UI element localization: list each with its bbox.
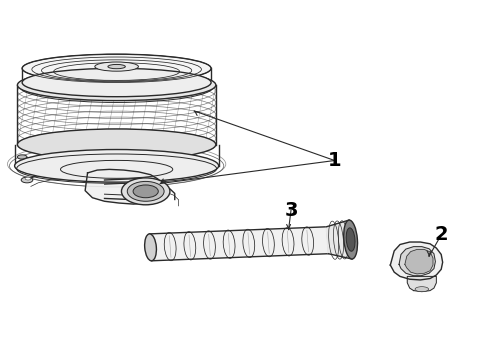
Polygon shape xyxy=(326,220,352,259)
Ellipse shape xyxy=(18,129,216,160)
Polygon shape xyxy=(149,227,328,261)
Ellipse shape xyxy=(343,220,358,259)
Polygon shape xyxy=(399,247,436,276)
Ellipse shape xyxy=(108,64,125,69)
Text: 1: 1 xyxy=(328,151,342,170)
Ellipse shape xyxy=(21,177,33,183)
Polygon shape xyxy=(405,249,433,274)
Ellipse shape xyxy=(95,62,138,71)
Ellipse shape xyxy=(25,177,31,180)
Polygon shape xyxy=(391,242,442,280)
Ellipse shape xyxy=(17,155,27,159)
Polygon shape xyxy=(85,169,163,204)
Ellipse shape xyxy=(22,54,211,82)
Ellipse shape xyxy=(18,69,216,100)
Ellipse shape xyxy=(133,185,158,198)
Ellipse shape xyxy=(22,68,211,97)
Polygon shape xyxy=(407,276,437,292)
Ellipse shape xyxy=(122,178,170,205)
Text: 3: 3 xyxy=(284,201,298,220)
Ellipse shape xyxy=(415,287,429,292)
Ellipse shape xyxy=(127,181,164,201)
Text: 2: 2 xyxy=(435,225,448,244)
Ellipse shape xyxy=(145,234,156,261)
Ellipse shape xyxy=(15,149,219,182)
Ellipse shape xyxy=(346,228,355,251)
